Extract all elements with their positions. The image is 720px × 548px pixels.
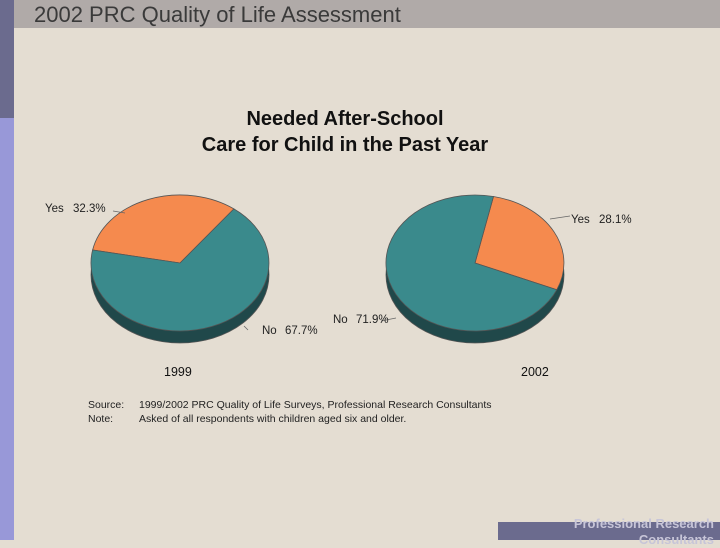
leader-line-2002-no	[380, 317, 397, 322]
left-accent-bar-top	[0, 0, 14, 118]
footer-brand-text: Professional Research Consultants	[573, 516, 714, 547]
source-notes: Source: 1999/2002 PRC Quality of Life Su…	[88, 398, 492, 426]
year-label-1999: 1999	[164, 365, 192, 379]
label-2002-no-value: 71.9%	[356, 314, 389, 326]
source-row: Source: 1999/2002 PRC Quality of Life Su…	[88, 398, 492, 412]
slide-title: 2002 PRC Quality of Life Assessment	[34, 2, 401, 27]
chart-title: Needed After-School Care for Child in th…	[150, 106, 540, 158]
leader-line-1999-no	[243, 325, 249, 331]
pie-chart-1999	[90, 194, 270, 344]
note-row: Note: Asked of all respondents with chil…	[88, 412, 492, 426]
note-text: Asked of all respondents with children a…	[139, 413, 407, 425]
pie-chart-2002	[385, 194, 565, 344]
left-accent-bar-bottom	[0, 118, 14, 540]
footer-bar	[498, 522, 720, 540]
label-2002-no-name: No	[333, 314, 348, 326]
label-1999-no-value: 67.7%	[285, 325, 318, 337]
leader-line-1999-yes	[112, 210, 126, 214]
label-2002-yes-value: 28.1%	[599, 214, 632, 226]
label-1999-yes-value: 32.3%	[73, 203, 106, 215]
label-1999-no-name: No	[262, 325, 277, 337]
note-key: Note:	[88, 413, 114, 425]
pie-2002-slice-yes	[474, 196, 565, 291]
chart-title-line-1: Needed After-School	[246, 108, 444, 130]
year-label-2002: 2002	[521, 365, 549, 379]
source-key: Source:	[88, 399, 125, 411]
label-2002-yes-name: Yes	[571, 214, 590, 226]
source-text: 1999/2002 PRC Quality of Life Surveys, P…	[139, 399, 492, 411]
chart-title-line-2: Care for Child in the Past Year	[201, 134, 489, 156]
pie-1999-slice-yes	[92, 194, 235, 264]
label-1999-yes-name: Yes	[45, 203, 64, 215]
title-bar: 2002 PRC Quality of Life Assessment	[14, 0, 720, 28]
leader-line-2002-yes	[549, 215, 571, 220]
leader-lines	[112, 210, 571, 331]
pie-1999-slice-no	[90, 208, 270, 332]
pie-2002-slice-no	[385, 194, 558, 332]
